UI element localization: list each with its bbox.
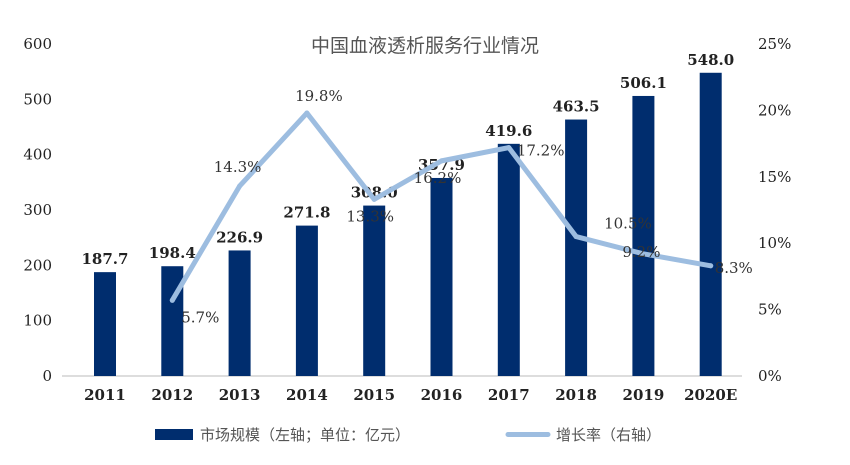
y-left-tick-label: 200 — [23, 256, 52, 274]
x-tick-label: 2019 — [623, 386, 665, 404]
x-tick-label: 2016 — [421, 386, 463, 404]
growth-rate-point — [237, 183, 243, 189]
growth-rate-label: 17.2% — [517, 142, 565, 160]
growth-rate-label: 16.2% — [414, 169, 462, 187]
y-left-tick-label: 400 — [23, 146, 52, 164]
y-right-tick-label: 25% — [758, 35, 791, 53]
growth-rate-label: 14.3% — [214, 158, 262, 176]
growth-rate-point — [439, 158, 444, 164]
growth-rate-point — [169, 297, 175, 303]
growth-rate-point — [506, 145, 512, 151]
x-tick-label: 2017 — [488, 386, 530, 404]
y-right-tick-label: 10% — [758, 234, 791, 252]
growth-rate-label: 5.7% — [181, 308, 219, 326]
bar-value-label: 506.1 — [620, 74, 667, 92]
bar-value-label: 226.9 — [216, 228, 263, 246]
x-tick-label: 2011 — [84, 386, 126, 404]
growth-rate-point — [640, 251, 646, 257]
bar-value-label: 419.6 — [485, 122, 532, 140]
legend-bar-label: 市场规模（左轴；单位：亿元） — [200, 426, 410, 444]
growth-rate-point — [573, 234, 579, 240]
bar — [699, 72, 722, 377]
bar-value-label: 463.5 — [553, 98, 600, 116]
growth-rate-point — [708, 263, 714, 269]
x-tick-label: 2012 — [151, 386, 193, 404]
bar — [94, 272, 116, 376]
growth-rate-label: 19.8% — [295, 87, 343, 105]
bar — [363, 205, 386, 376]
bar-value-label: 271.8 — [283, 204, 330, 222]
bar — [430, 177, 453, 376]
bar — [228, 250, 251, 376]
y-right-tick-label: 0% — [758, 367, 782, 385]
legend-bar-swatch — [155, 429, 193, 440]
growth-rate-point — [304, 110, 310, 116]
x-tick-label: 2013 — [219, 386, 261, 404]
y-left-tick-label: 500 — [23, 90, 52, 108]
bar-value-label: 198.4 — [149, 244, 196, 262]
bar — [632, 95, 655, 376]
y-right-tick-label: 5% — [758, 301, 782, 319]
growth-rate-label: 13.3% — [346, 207, 394, 225]
legend: 市场规模（左轴；单位：亿元） 增长率（右轴） — [155, 426, 661, 444]
bar-value-label: 548.0 — [687, 51, 734, 69]
y-right-tick-label: 20% — [758, 101, 791, 119]
x-tick-label: 2018 — [555, 386, 597, 404]
bar — [497, 143, 520, 376]
y-left-tick-label: 0 — [42, 367, 52, 385]
x-tick-label: 2015 — [353, 386, 395, 404]
legend-line-label: 增长率（右轴） — [556, 426, 661, 444]
growth-rate-label: 8.3% — [715, 259, 753, 277]
growth-rate-point — [371, 196, 377, 202]
y-left-tick-label: 600 — [23, 35, 52, 53]
x-tick-label: 2014 — [286, 386, 328, 404]
bar — [295, 225, 318, 376]
y-right-tick-label: 15% — [758, 168, 791, 186]
y-left-tick-label: 300 — [23, 201, 52, 219]
bar-value-label: 187.7 — [82, 250, 129, 268]
y-left-tick-label: 100 — [23, 312, 52, 330]
chart-title: 中国血液透析服务行业情况 — [311, 35, 539, 57]
growth-rate-label: 10.5% — [604, 215, 652, 233]
bar — [565, 119, 588, 376]
x-tick-label: 2020E — [684, 386, 737, 404]
growth-rate-label: 9.2% — [622, 243, 660, 261]
